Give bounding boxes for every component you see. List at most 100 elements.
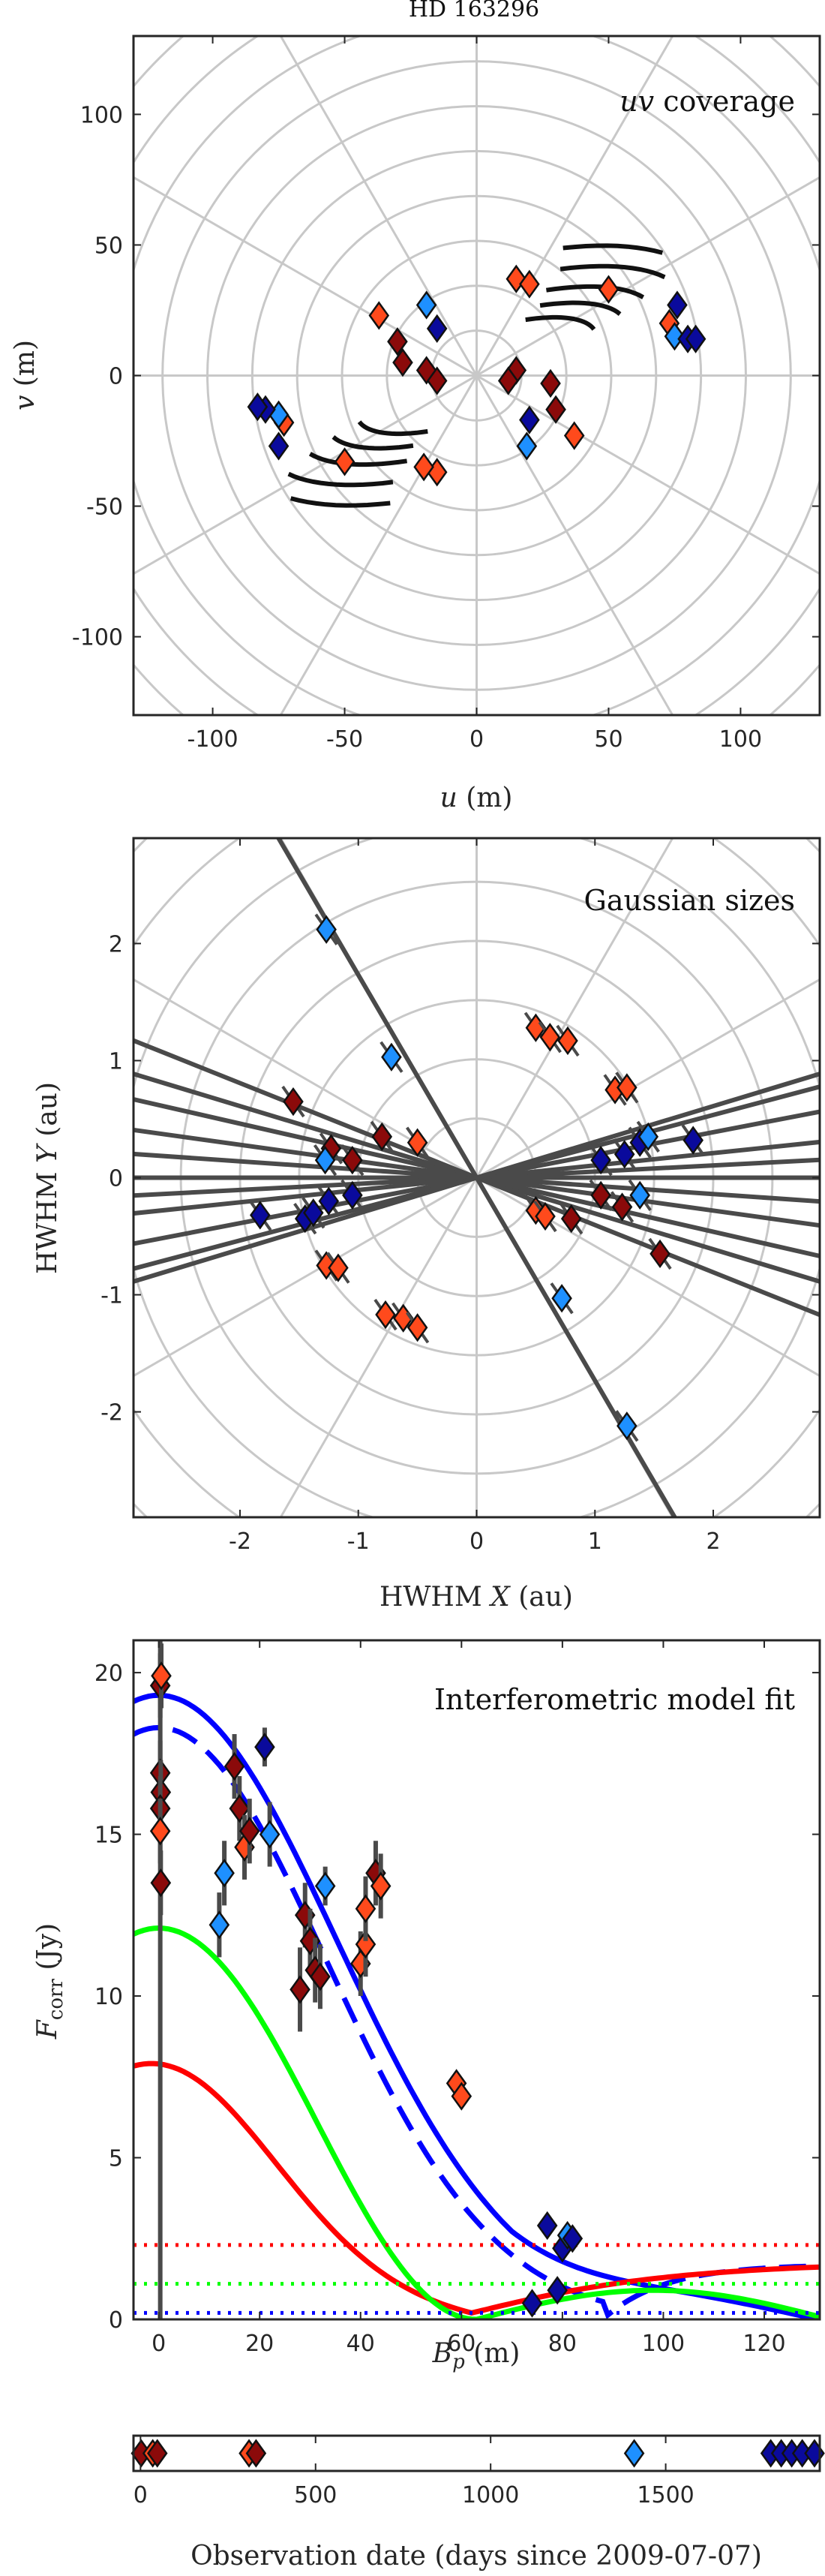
sizes-point — [611, 1192, 633, 1222]
sizes-point — [406, 1313, 428, 1342]
fit-xtick-label: 80 — [548, 2331, 577, 2357]
fit-ytick-label: 10 — [94, 1984, 123, 2010]
uv-xtick-label: 50 — [594, 726, 622, 753]
uv-point — [516, 431, 538, 461]
timeline-point — [804, 2439, 825, 2468]
sizes-point — [590, 1145, 611, 1175]
sizes-point — [557, 1026, 578, 1056]
uv-point — [545, 395, 566, 424]
uv-ytick-label: 0 — [109, 364, 123, 390]
sizes-ytick-label: -1 — [100, 1283, 123, 1309]
sizes-point — [616, 1411, 638, 1441]
sizes-point — [650, 1239, 670, 1269]
fit-series-red — [134, 2060, 820, 2316]
sizes-point — [614, 1140, 635, 1169]
sizes-point — [375, 1300, 396, 1330]
uv-track — [525, 314, 596, 331]
uv-point — [416, 290, 437, 320]
sizes-xtick-label: 2 — [706, 1528, 720, 1555]
fit-xtick-label: 40 — [346, 2331, 375, 2357]
sizes-point — [535, 1201, 556, 1231]
uv-track — [357, 420, 428, 437]
fit-series-green — [134, 1925, 820, 2319]
sizes-point — [250, 1201, 271, 1230]
sizes-point — [328, 1253, 349, 1282]
uv-point — [426, 366, 448, 395]
fit-point — [521, 2289, 543, 2318]
fit-point — [229, 1793, 250, 1823]
sizes-point — [314, 1145, 336, 1175]
sizes-title: Gaussian sizes — [584, 884, 795, 917]
uv-point — [247, 392, 268, 422]
sizes-point — [342, 1180, 363, 1210]
uv-track — [332, 435, 414, 451]
uv-ytick-label: -100 — [72, 625, 123, 651]
sizes-point — [590, 1180, 611, 1210]
fit-point — [562, 2224, 584, 2253]
uv-point — [426, 314, 448, 343]
sizes-point — [616, 1073, 638, 1102]
timeline-point — [146, 2439, 168, 2468]
uv-point — [334, 447, 356, 476]
uv-track — [290, 496, 391, 508]
timeline-xtick-label: 1000 — [462, 2482, 519, 2508]
timeline-xtick-label: 0 — [134, 2482, 148, 2508]
sizes-ytick-label: 1 — [109, 1048, 123, 1075]
sizes-axis-line — [134, 1072, 820, 1284]
uv-point — [598, 275, 620, 304]
fit-title: Interferometric model fit — [434, 1683, 795, 1716]
fit-ytick-label: 5 — [109, 2146, 123, 2172]
fit-point — [370, 1871, 392, 1901]
fit-xtick-label: 120 — [742, 2331, 785, 2357]
uv-xtick-label: -50 — [326, 726, 363, 753]
uv-grid-spoke — [134, 176, 820, 576]
fit-point — [151, 1661, 172, 1691]
uv-point — [413, 452, 434, 482]
uv-point — [563, 421, 585, 450]
sizes-xtick-label: 0 — [470, 1528, 484, 1555]
timeline-point — [245, 2439, 267, 2468]
uv-point — [497, 366, 519, 395]
sizes-point — [682, 1126, 704, 1155]
fit-point — [149, 1817, 171, 1846]
fit-point — [355, 1894, 376, 1923]
fit-point — [214, 1859, 235, 1888]
timeline-xtick-label: 500 — [294, 2482, 337, 2508]
sizes-xlabel: HWHM X (au) — [380, 1582, 573, 1613]
uv-track — [287, 471, 394, 488]
uv-track — [539, 300, 622, 316]
sizes-ylabel: HWHM Y (au) — [32, 1082, 63, 1274]
uv-point — [519, 405, 540, 434]
fit-ytick-label: 20 — [94, 1661, 123, 1687]
sizes-point — [406, 1128, 428, 1157]
sizes-ytick-label: 0 — [109, 1166, 123, 1192]
sizes-ytick-label: -2 — [100, 1400, 123, 1426]
fit-point — [224, 1751, 245, 1781]
uv-point — [664, 322, 686, 351]
uv-point — [519, 269, 540, 299]
fit-xlabel: Bp (m) — [432, 2338, 520, 2373]
uv-point — [540, 368, 561, 398]
figure-title: HD 163296 — [409, 0, 539, 23]
uv-point — [368, 301, 390, 330]
sizes-ytick-label: 2 — [109, 931, 123, 957]
fit-xtick-label: 100 — [642, 2331, 685, 2357]
uv-track — [562, 243, 664, 255]
fit-xtick-label: 0 — [152, 2331, 166, 2357]
sizes-point — [629, 1180, 650, 1210]
sizes-point — [560, 1204, 582, 1234]
sizes-point — [381, 1042, 402, 1072]
uv-ytick-label: 50 — [94, 233, 123, 259]
fit-series-total — [134, 1692, 820, 2319]
sizes-point — [539, 1023, 561, 1052]
timeline-xtick-label: 1500 — [637, 2482, 694, 2508]
sizes-xtick-label: -2 — [229, 1528, 251, 1555]
fit-axes-frame — [132, 1639, 821, 2321]
fit-point — [208, 1910, 230, 1940]
fit-ytick-label: 0 — [109, 2307, 123, 2334]
fit-point — [451, 2082, 472, 2111]
sizes-point — [638, 1122, 659, 1152]
fit-point — [290, 1975, 310, 2004]
